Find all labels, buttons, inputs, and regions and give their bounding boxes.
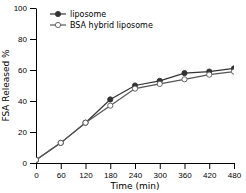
tick-label: 360 (178, 171, 192, 180)
tick-mark (209, 163, 210, 169)
tick-mark (86, 163, 87, 169)
legend-label: BSA hybrid liposome (70, 21, 153, 30)
tick-mark (110, 163, 111, 169)
tick-label: 420 (203, 171, 217, 180)
tick-label: 180 (104, 171, 118, 180)
y-axis-title: FSA Released % (1, 49, 11, 122)
tick: 0 (34, 163, 39, 180)
data-point (36, 157, 39, 162)
tick: 60 (57, 163, 66, 180)
x-axis: 0 60 120 180 240 300 360 420 480 (34, 163, 241, 180)
tick: 240 (129, 163, 143, 180)
tick-label: 60 (57, 171, 66, 180)
data-point (36, 157, 39, 162)
series-line (36, 68, 234, 159)
tick-label: 60 (18, 66, 27, 75)
tick-mark (30, 39, 36, 40)
tick: 360 (178, 163, 192, 180)
data-point (58, 140, 63, 145)
tick: 0 (23, 159, 36, 168)
series-line (36, 72, 234, 160)
tick-label: 80 (18, 35, 27, 44)
tick: 40 (18, 97, 36, 106)
tick-mark (30, 8, 36, 9)
tick-mark (30, 132, 36, 133)
tick: 120 (79, 163, 93, 180)
data-point (231, 69, 234, 74)
legend-item: BSA hybrid liposome (50, 21, 153, 30)
legend-marker (55, 22, 60, 27)
tick-label: 0 (34, 171, 39, 180)
legend: liposome BSA hybrid liposome (50, 10, 153, 30)
tick-mark (160, 163, 161, 169)
tick-mark (36, 163, 37, 169)
tick-mark (30, 70, 36, 71)
data-point (108, 103, 113, 108)
chart: 0 60 120 180 240 300 360 420 480 0 20 40 60 80 100 lipo… (0, 0, 246, 193)
tick: 20 (18, 128, 36, 137)
plot-area: 0 60 120 180 240 300 360 420 480 0 20 40 60 80 100 lipo… (14, 4, 242, 180)
tick-label: 480 (228, 171, 242, 180)
data-point (182, 71, 187, 76)
tick: 100 (14, 4, 36, 13)
tick-mark (135, 163, 136, 169)
tick-label: 300 (154, 171, 168, 180)
axis-line (36, 9, 37, 164)
tick-label: 20 (18, 128, 27, 137)
data-point (182, 77, 187, 82)
tick: 60 (18, 66, 36, 75)
legend-item: liposome (50, 10, 106, 19)
tick-label: 120 (79, 171, 93, 180)
marks (36, 66, 234, 163)
data-point (207, 72, 212, 77)
data-point (83, 120, 88, 125)
tick-mark (61, 163, 62, 169)
x-axis-title: Time (min) (110, 181, 160, 191)
tick-label: 100 (14, 4, 28, 13)
tick: 180 (104, 163, 118, 180)
tick-label: 240 (129, 171, 143, 180)
data-point (132, 86, 137, 91)
legend-label: liposome (70, 10, 106, 19)
tick-label: 40 (18, 97, 27, 106)
data-point (83, 120, 88, 125)
data-point (157, 81, 162, 86)
tick-label: 0 (23, 159, 28, 168)
tick-mark (185, 163, 186, 169)
tick-mark (30, 101, 36, 102)
tick-mark (30, 163, 36, 164)
data-point (58, 140, 63, 145)
tick: 80 (18, 35, 36, 44)
tick: 480 (228, 163, 242, 180)
data-point (108, 97, 113, 102)
y-axis: 0 20 40 60 80 100 (14, 4, 37, 168)
tick-mark (234, 163, 235, 169)
legend-marker (55, 11, 60, 16)
tick: 420 (203, 163, 217, 180)
tick: 300 (154, 163, 168, 180)
